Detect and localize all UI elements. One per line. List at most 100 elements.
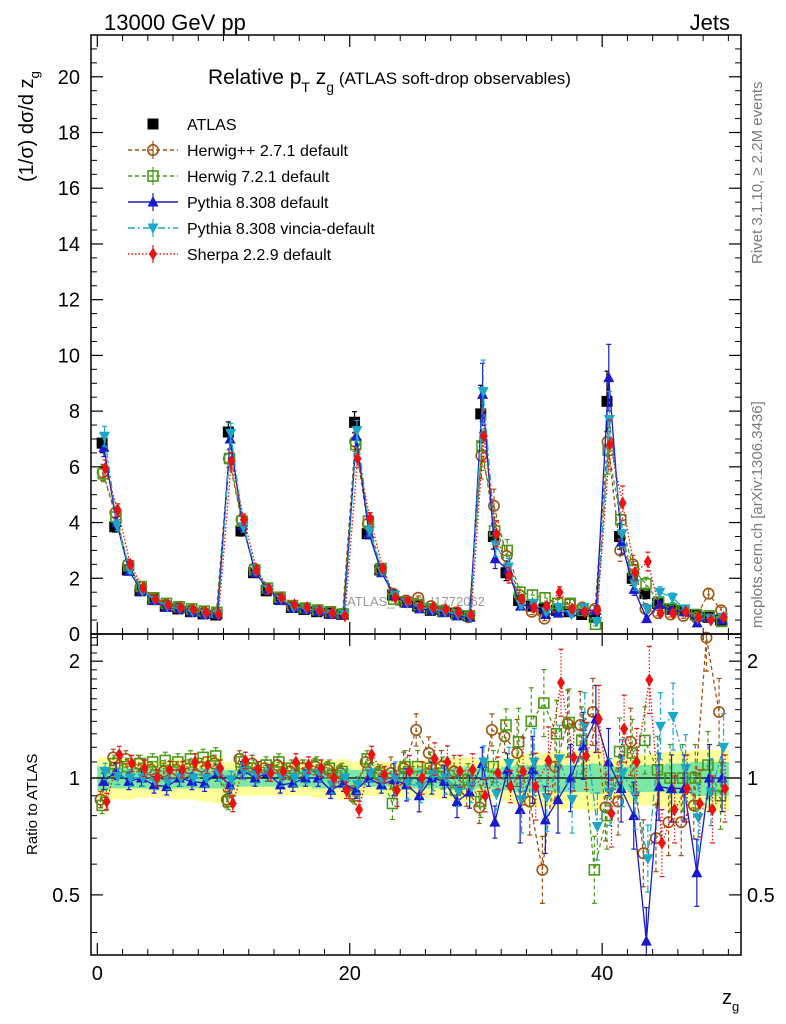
ratio-point <box>566 795 578 806</box>
ratio-point <box>683 781 692 795</box>
ratio-point <box>99 766 111 778</box>
x-tick-label: 40 <box>591 963 613 985</box>
data-point <box>505 568 514 582</box>
ratio-point <box>516 795 528 806</box>
ratio-point <box>586 705 599 718</box>
ratio-y-tick-label-right: 2 <box>747 651 758 673</box>
data-point <box>501 544 514 557</box>
data-point <box>492 527 501 541</box>
series-line <box>104 436 724 621</box>
legend-label: Pythia 8.308 default <box>187 195 329 212</box>
ratio-point <box>453 785 465 797</box>
data-point <box>189 602 198 616</box>
ratio-point <box>228 796 237 810</box>
data-point <box>530 601 539 615</box>
ratio-point <box>691 866 703 878</box>
main-y-tick-label: 16 <box>58 178 80 200</box>
data-point <box>351 426 363 437</box>
ratio-point <box>544 753 553 767</box>
ratio-point <box>620 722 629 736</box>
ratio-point <box>680 763 692 775</box>
ratio-point <box>602 755 614 767</box>
ratio-point <box>102 795 111 809</box>
data-point <box>265 582 274 596</box>
ratio-point <box>708 802 717 816</box>
ratio-point <box>617 768 629 780</box>
data-point <box>542 599 551 613</box>
data-point <box>252 563 261 577</box>
ratio-point <box>98 775 110 786</box>
ratio-point <box>146 756 159 768</box>
plot-title: Relative pT zg (ATLAS soft-drop observab… <box>208 66 571 95</box>
ratio-point <box>304 758 313 772</box>
ratio-point <box>339 773 351 785</box>
ratio-point <box>629 791 641 802</box>
ratio-point <box>514 803 526 814</box>
ratio-point <box>468 763 477 777</box>
ratio-point <box>612 795 625 808</box>
ratio-point <box>500 719 512 731</box>
legend-marker <box>147 196 159 207</box>
data-point <box>364 526 376 537</box>
ratio-point <box>451 795 463 807</box>
ratio-point <box>238 766 250 778</box>
ratio-point <box>538 697 550 709</box>
ratio-point <box>153 771 162 785</box>
x-tick-label: 0 <box>92 963 103 985</box>
ratio-point <box>422 747 435 760</box>
ratio-point <box>714 789 727 802</box>
ratio-point <box>367 747 376 761</box>
ratio-band-inner <box>589 763 603 794</box>
data-point <box>237 522 249 533</box>
ratio-point <box>481 789 490 803</box>
data-point <box>568 602 577 616</box>
series-line <box>103 377 723 624</box>
ratio-y-tick-label: 0.5 <box>52 885 80 907</box>
data-point <box>99 431 111 443</box>
ratio-point <box>178 763 187 777</box>
ratio-point <box>405 764 414 778</box>
data-point <box>467 608 476 622</box>
legend-entry-atlas: ATLAS <box>147 117 237 134</box>
ratio-point <box>700 631 713 644</box>
data-point <box>666 593 678 604</box>
data-point <box>515 600 527 611</box>
data-point <box>593 603 602 617</box>
ratio-point <box>582 749 591 763</box>
ratio-point <box>487 760 500 773</box>
ratio-point <box>287 777 299 788</box>
main-y-tick-label: 14 <box>58 234 80 256</box>
main-y-tick-label: 12 <box>58 290 80 312</box>
ratio-point <box>591 822 603 833</box>
ratio-point <box>112 771 124 783</box>
data-point <box>475 408 487 420</box>
data-point <box>639 588 651 600</box>
data-point <box>605 438 614 452</box>
ratio-point <box>402 778 414 790</box>
data-point <box>416 599 425 613</box>
data-point <box>656 606 665 620</box>
ratio-point <box>599 801 612 814</box>
data-point <box>315 603 324 617</box>
ratio-point <box>364 768 376 780</box>
ratio-point <box>657 836 666 850</box>
ratio-point <box>342 783 351 797</box>
ratio-point <box>187 773 199 785</box>
ratio-point <box>528 757 540 768</box>
ratio-point <box>569 750 578 764</box>
ratio-point <box>317 761 326 775</box>
ratio-point <box>415 782 427 793</box>
ratio-point <box>536 863 549 876</box>
ratio-point <box>288 773 300 785</box>
ratio-point <box>541 793 553 804</box>
ratio-point <box>695 796 704 810</box>
ratio-point <box>653 780 665 792</box>
data-point <box>239 513 248 527</box>
ratio-point <box>159 754 172 767</box>
ratio-y-tick-label: 1 <box>69 768 80 790</box>
ratio-point <box>705 787 717 799</box>
ratio-point <box>506 780 515 794</box>
ratio-panel-series <box>94 631 730 956</box>
